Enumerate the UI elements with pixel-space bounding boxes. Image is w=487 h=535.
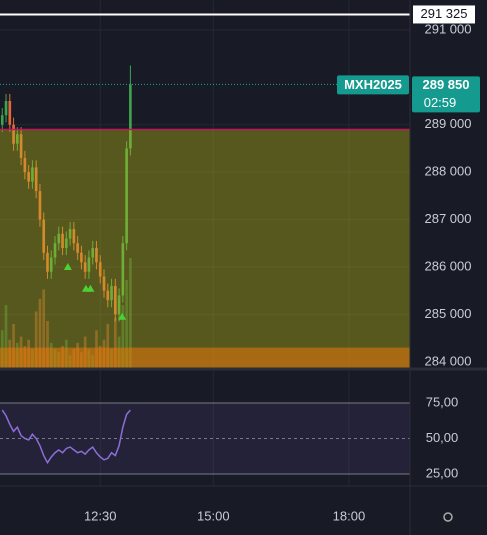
candle-body: [125, 148, 128, 244]
zone: [0, 347, 410, 368]
candle-body: [42, 219, 46, 253]
candle-body: [129, 84, 132, 149]
x-tick-label: 12:30: [84, 508, 117, 523]
price-box: [412, 76, 480, 113]
y-tick-label: 284 000: [425, 353, 472, 368]
y-tick-label: 285 000: [425, 306, 472, 321]
candle-body: [91, 248, 95, 258]
candle-body: [102, 276, 106, 291]
y-tick-label: 286 000: [425, 258, 472, 273]
candle-body: [95, 248, 98, 263]
candle-body: [0, 115, 4, 125]
volume-bar: [12, 324, 15, 368]
candle-body: [12, 124, 15, 144]
volume-bar: [46, 320, 49, 368]
candle-body: [110, 285, 113, 301]
rsi-tick-label: 75,00: [426, 394, 459, 409]
candle-body: [98, 262, 102, 277]
candle-body: [121, 243, 125, 296]
candle-body: [53, 243, 57, 258]
candle-body: [80, 252, 83, 263]
price-box: [413, 5, 475, 24]
volume-bar: [4, 305, 8, 368]
symbol-label: MXH2025: [344, 77, 402, 92]
signal-marker: [63, 262, 72, 270]
rsi-tick-label: 25,00: [426, 465, 459, 480]
high-label: 291 325: [421, 6, 468, 21]
candle-body: [83, 262, 87, 272]
volume-bar: [113, 317, 117, 368]
candle-body: [19, 134, 23, 158]
candle-body: [49, 257, 53, 272]
candle-body: [68, 229, 72, 239]
y-tick-label: 287 000: [425, 211, 472, 226]
y-tick-label: 291 000: [425, 21, 472, 36]
candle-body: [34, 167, 38, 192]
signal-marker: [86, 284, 95, 292]
last-price-label: 289 850: [423, 77, 470, 92]
volume-bar: [129, 258, 132, 368]
candle-body: [106, 290, 110, 301]
settings-icon[interactable]: [443, 512, 453, 522]
signal-marker: [118, 312, 127, 320]
candle-body: [76, 243, 79, 253]
x-tick-label: 18:00: [333, 508, 366, 523]
candle-body: [61, 233, 64, 249]
rsi-tick-label: 50,00: [426, 430, 459, 445]
candle-body: [8, 101, 12, 125]
rsi-line: [1, 409, 131, 465]
candle-body: [31, 167, 34, 182]
candle-body: [113, 285, 117, 315]
candle-body: [46, 252, 49, 272]
volume-bar: [42, 289, 46, 368]
zone: [0, 129, 410, 368]
candle-body: [72, 229, 76, 244]
x-tick-label: 15:00: [197, 508, 230, 523]
candle-body: [27, 172, 30, 182]
candle-body: [87, 257, 91, 272]
candle-body: [65, 238, 68, 249]
plot: [0, 0, 410, 486]
countdown-label: 02:59: [424, 95, 457, 110]
candle-body: [117, 295, 121, 315]
y-tick-label: 288 000: [425, 164, 472, 179]
volume-bar: [34, 311, 38, 368]
volume-bar: [106, 324, 110, 368]
y-tick-label: 289 000: [425, 116, 472, 131]
candle-body: [23, 157, 27, 173]
volume-bar: [38, 298, 42, 368]
volume-bar: [125, 280, 128, 368]
symbol-box: [337, 75, 409, 95]
candle-body: [16, 134, 19, 144]
candle-body: [38, 191, 42, 220]
candle-body: [4, 101, 8, 116]
candle-body: [57, 233, 61, 244]
volume-bar: [121, 305, 125, 368]
